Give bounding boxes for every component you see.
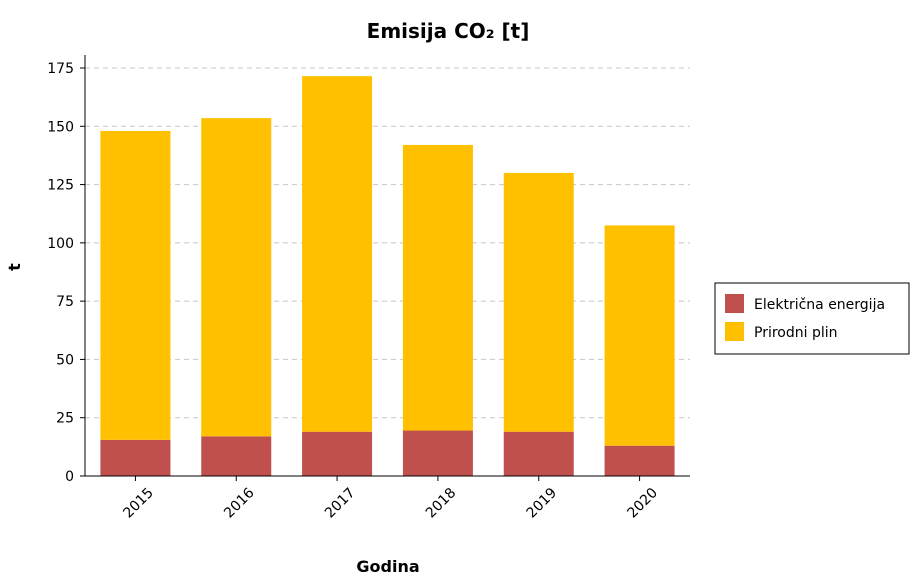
axes [84, 55, 690, 477]
bar-prirodni-plin-2019 [503, 172, 574, 432]
x-tick-label: 2019 [524, 485, 561, 522]
bar-elektricna-energija-2015 [100, 439, 171, 476]
y-tick-label: 75 [56, 294, 74, 310]
bar-prirodni-plin-2020 [604, 225, 675, 446]
bar-elektricna-energija-2020 [604, 445, 675, 476]
x-tick-label: 2016 [221, 485, 258, 522]
bar-elektricna-energija-2019 [503, 431, 574, 476]
y-tick-label: 0 [65, 469, 74, 485]
legend-swatch-elektricna-energija [725, 294, 744, 313]
chart-title: Emisija CO₂ [t] [367, 19, 530, 43]
bar-prirodni-plin-2015 [100, 130, 171, 440]
legend-label-prirodni-plin: Prirodni plin [754, 325, 838, 341]
y-tick-label: 100 [47, 236, 74, 252]
x-tick-label: 2015 [120, 485, 157, 522]
y-tick-label: 25 [56, 411, 74, 427]
legend-box [714, 282, 910, 355]
x-tick-label: 2017 [322, 485, 359, 522]
y-tick-label: 175 [47, 61, 74, 77]
y-axis-label: t [5, 263, 24, 271]
bar-elektricna-energija-2017 [302, 431, 373, 476]
x-tick-label: 2020 [624, 485, 661, 522]
y-tick-label: 150 [47, 119, 74, 135]
gridlines [85, 67, 690, 419]
legend: Električna energija Prirodni plin [714, 282, 910, 355]
x-tick-label: 2018 [423, 485, 460, 522]
bar-elektricna-energija-2018 [402, 430, 473, 476]
y-tick-label: 50 [56, 352, 74, 368]
y-tick-label: 125 [47, 178, 74, 194]
y-tick-labels: 0 25 50 75 100 125 150 175 [47, 61, 85, 485]
bar-elektricna-energija-2016 [201, 436, 272, 476]
legend-swatch-prirodni-plin [725, 322, 744, 341]
bar-prirodni-plin-2017 [302, 76, 373, 432]
bars [100, 76, 675, 476]
legend-label-elektricna-energija: Električna energija [754, 297, 885, 313]
bar-prirodni-plin-2018 [402, 144, 473, 431]
x-tick-labels: 2015 2016 2017 2018 2019 2020 [120, 476, 661, 521]
x-axis-label: Godina [356, 557, 419, 576]
bar-prirodni-plin-2016 [201, 118, 272, 437]
